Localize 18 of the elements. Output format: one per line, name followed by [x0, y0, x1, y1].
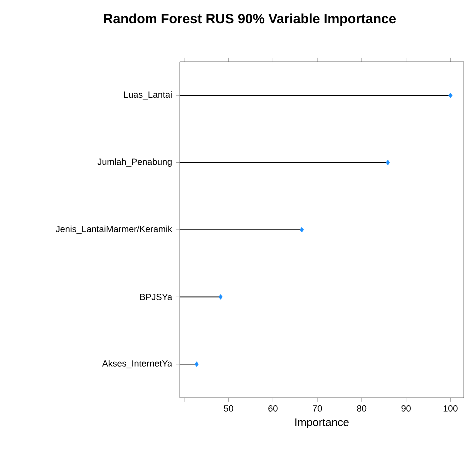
point: [448, 92, 453, 98]
x-axis-title: Importance: [296, 418, 349, 428]
x-tick-label: 70: [313, 406, 322, 412]
x-tick-label: 100: [444, 406, 458, 412]
y-tick-label: Jenis_LantaiMarmer/Keramik: [56, 226, 172, 234]
chart-title: Random Forest RUS 90% Variable Importance: [104, 14, 396, 26]
x-tick-label: 90: [402, 406, 411, 412]
y-tick-label: Jumlah_Penabung: [98, 158, 172, 167]
point: [218, 294, 223, 300]
point: [300, 227, 304, 233]
y-tick-label: Akses_InternetYa: [102, 360, 172, 369]
y-tick-label: Luas_Lantai: [124, 91, 172, 100]
x-tick-label: 60: [268, 406, 278, 412]
y-tick-label: BPJSYa: [140, 294, 172, 300]
point: [386, 160, 390, 166]
x-tick-label: 80: [357, 406, 367, 412]
x-tick-label: 50: [224, 406, 234, 412]
point: [194, 362, 199, 368]
